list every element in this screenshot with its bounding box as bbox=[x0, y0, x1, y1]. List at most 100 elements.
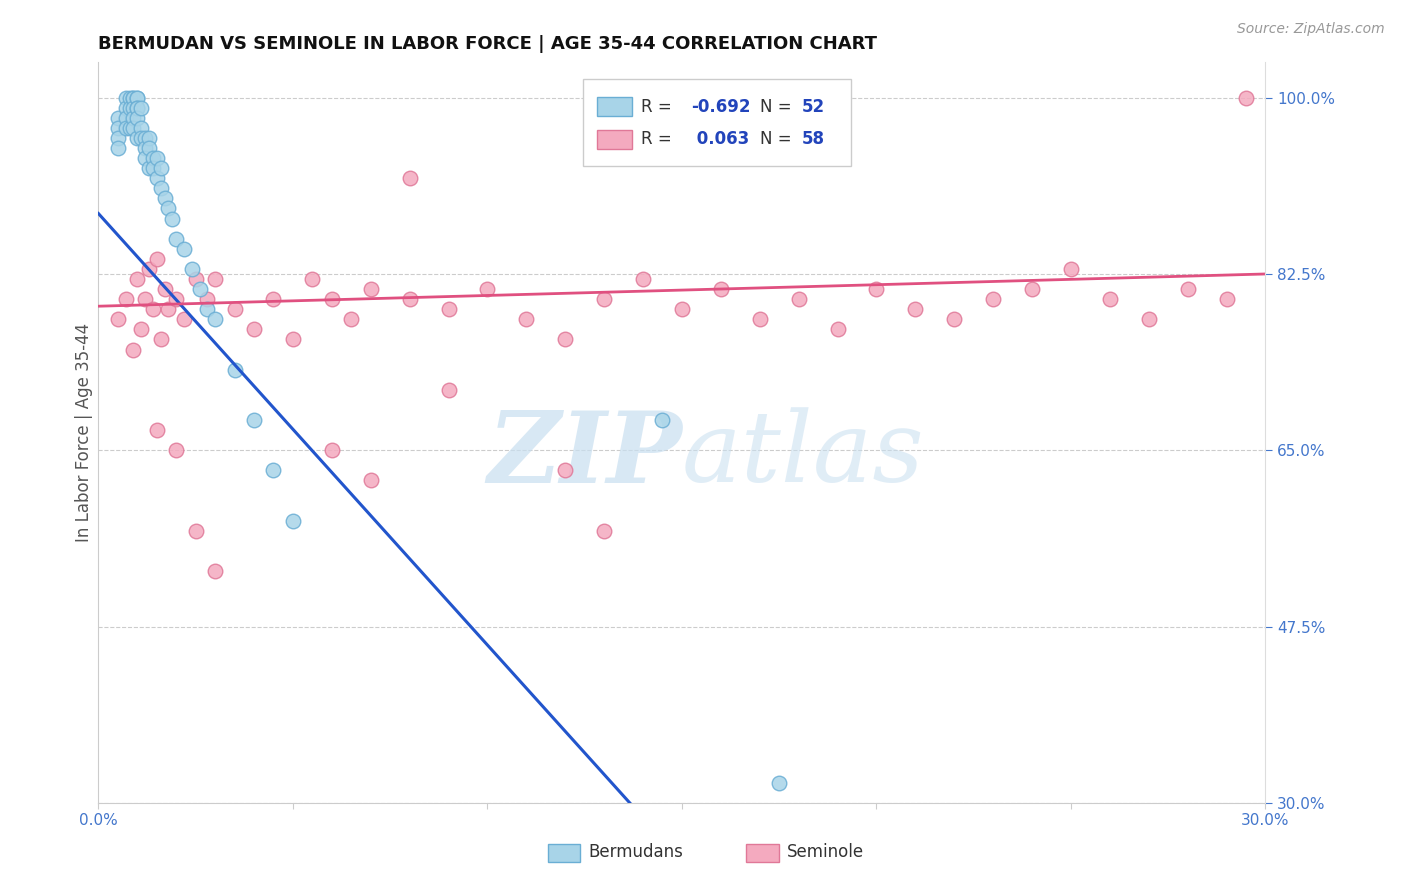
Point bbox=[107, 312, 129, 326]
Point bbox=[114, 120, 136, 135]
Point bbox=[122, 101, 145, 115]
Point bbox=[437, 383, 460, 397]
Point bbox=[477, 282, 499, 296]
Point bbox=[262, 292, 284, 306]
Point bbox=[157, 302, 180, 317]
Point bbox=[262, 463, 284, 477]
Point bbox=[107, 141, 129, 155]
Point bbox=[107, 120, 129, 135]
Point bbox=[281, 514, 304, 528]
Point bbox=[127, 101, 149, 115]
Point bbox=[129, 322, 152, 336]
Y-axis label: In Labor Force | Age 35-44: In Labor Force | Age 35-44 bbox=[75, 323, 93, 542]
Point bbox=[554, 333, 576, 347]
Point bbox=[142, 161, 165, 176]
Point bbox=[224, 362, 246, 376]
Point bbox=[184, 524, 207, 538]
Point bbox=[146, 252, 169, 266]
Text: N =: N = bbox=[761, 98, 797, 116]
Point bbox=[153, 191, 176, 205]
Point bbox=[146, 171, 169, 186]
Point bbox=[134, 131, 156, 145]
Point bbox=[184, 272, 207, 286]
Point bbox=[904, 302, 927, 317]
Text: 58: 58 bbox=[801, 130, 825, 148]
Point bbox=[165, 292, 187, 306]
Point bbox=[134, 292, 156, 306]
Point bbox=[1060, 261, 1083, 276]
FancyBboxPatch shape bbox=[747, 844, 779, 862]
Point bbox=[204, 272, 226, 286]
Point bbox=[204, 564, 226, 578]
Point bbox=[710, 282, 733, 296]
Point bbox=[398, 292, 420, 306]
Point bbox=[1215, 292, 1237, 306]
Point bbox=[398, 171, 420, 186]
Point bbox=[1177, 282, 1199, 296]
Point bbox=[134, 141, 156, 155]
Point bbox=[204, 312, 226, 326]
Point bbox=[127, 111, 149, 125]
FancyBboxPatch shape bbox=[596, 130, 631, 149]
Point bbox=[149, 333, 172, 347]
Point bbox=[127, 101, 149, 115]
Point bbox=[1021, 282, 1043, 296]
Point bbox=[146, 151, 169, 165]
Point bbox=[281, 333, 304, 347]
Point bbox=[224, 302, 246, 317]
Point bbox=[173, 312, 195, 326]
Point bbox=[165, 443, 187, 458]
Point bbox=[127, 131, 149, 145]
Point bbox=[138, 131, 160, 145]
Point bbox=[195, 292, 218, 306]
Text: BERMUDAN VS SEMINOLE IN LABOR FORCE | AGE 35-44 CORRELATION CHART: BERMUDAN VS SEMINOLE IN LABOR FORCE | AG… bbox=[98, 35, 877, 53]
Point bbox=[1234, 91, 1257, 105]
Point bbox=[243, 413, 266, 427]
Text: N =: N = bbox=[761, 130, 797, 148]
Point bbox=[162, 211, 184, 226]
Point bbox=[138, 141, 160, 155]
Point bbox=[122, 343, 145, 357]
Point bbox=[631, 272, 654, 286]
Point bbox=[134, 151, 156, 165]
Point bbox=[165, 232, 187, 246]
Point bbox=[118, 91, 141, 105]
Text: Bermudans: Bermudans bbox=[589, 844, 683, 862]
Point bbox=[122, 111, 145, 125]
Point bbox=[138, 161, 160, 176]
Point bbox=[943, 312, 966, 326]
Text: 52: 52 bbox=[801, 98, 825, 116]
Point bbox=[142, 151, 165, 165]
Point bbox=[1098, 292, 1121, 306]
Point bbox=[118, 120, 141, 135]
FancyBboxPatch shape bbox=[548, 844, 581, 862]
Point bbox=[360, 474, 382, 488]
Text: -0.692: -0.692 bbox=[692, 98, 751, 116]
Point bbox=[153, 282, 176, 296]
Point bbox=[127, 91, 149, 105]
FancyBboxPatch shape bbox=[596, 97, 631, 117]
Point bbox=[515, 312, 537, 326]
Point bbox=[127, 272, 149, 286]
Point bbox=[865, 282, 887, 296]
Point bbox=[114, 101, 136, 115]
Point bbox=[127, 91, 149, 105]
Point bbox=[146, 423, 169, 437]
Point bbox=[107, 111, 129, 125]
Point bbox=[118, 101, 141, 115]
Point bbox=[107, 131, 129, 145]
Point bbox=[129, 120, 152, 135]
Point bbox=[142, 302, 165, 317]
Point bbox=[827, 322, 849, 336]
Point bbox=[129, 131, 152, 145]
Point bbox=[114, 91, 136, 105]
Point bbox=[122, 91, 145, 105]
Point bbox=[188, 282, 211, 296]
Point bbox=[787, 292, 810, 306]
Point bbox=[768, 775, 790, 789]
Text: atlas: atlas bbox=[682, 407, 925, 502]
Point bbox=[1137, 312, 1160, 326]
Text: Seminole: Seminole bbox=[787, 844, 865, 862]
Point bbox=[340, 312, 363, 326]
Point bbox=[554, 463, 576, 477]
